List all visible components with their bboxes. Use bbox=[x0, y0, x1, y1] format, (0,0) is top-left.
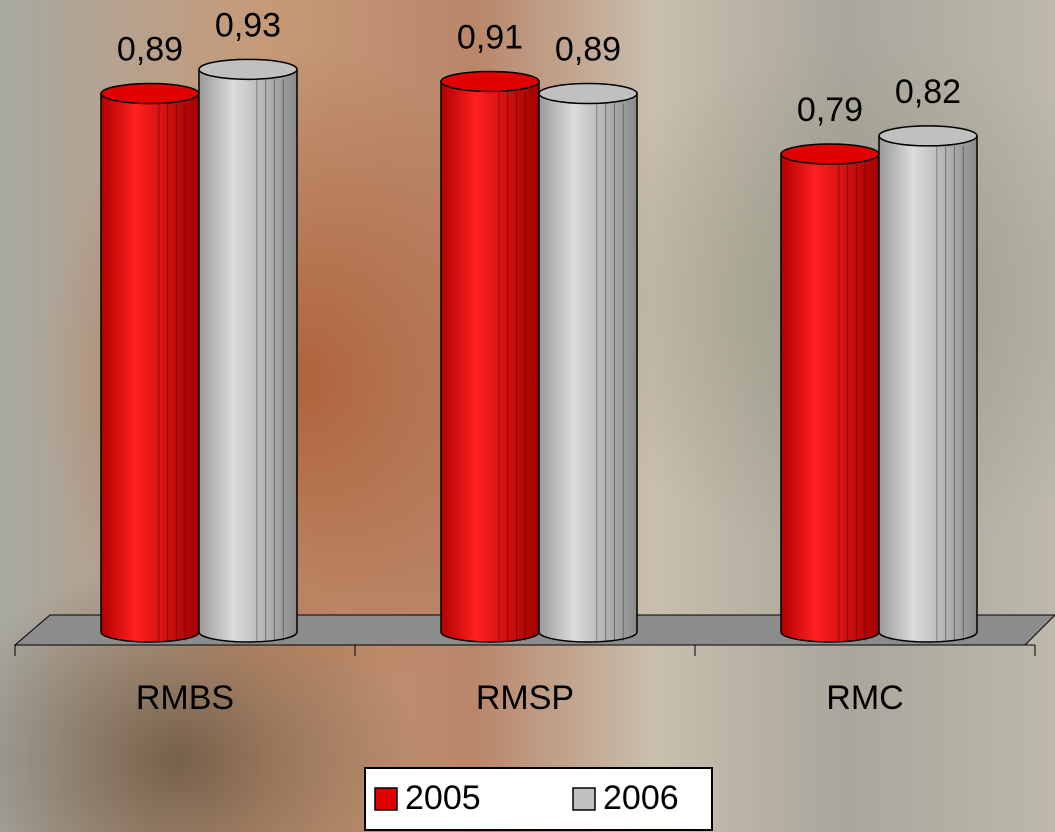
legend-label: 2005 bbox=[405, 779, 481, 817]
value-label: 0,89 bbox=[117, 31, 183, 69]
legend-label: 2006 bbox=[603, 779, 679, 817]
value-label: 0,89 bbox=[555, 31, 621, 69]
value-label: 0,82 bbox=[895, 73, 961, 111]
x-tick-label: RMC bbox=[826, 679, 903, 717]
legend-swatch bbox=[573, 788, 595, 810]
x-tick-label: RMBS bbox=[136, 679, 234, 717]
bar-body bbox=[441, 81, 539, 642]
value-label: 0,91 bbox=[457, 18, 523, 56]
bar bbox=[879, 126, 977, 642]
bar-body bbox=[199, 69, 297, 642]
legend-swatch bbox=[375, 788, 397, 810]
bar-top bbox=[441, 71, 539, 91]
value-label: 0,93 bbox=[215, 6, 281, 44]
bar-top bbox=[199, 59, 297, 79]
bar bbox=[199, 59, 297, 642]
bar bbox=[539, 84, 637, 642]
bar-top bbox=[539, 84, 637, 104]
chart: RMBS 0,89 0,93 RMSP 0,91 0,89 RMC 0,79 0,82 2005 2… bbox=[0, 0, 1055, 832]
bar-body bbox=[539, 94, 637, 642]
bar-body bbox=[781, 154, 879, 642]
bar bbox=[101, 84, 199, 642]
bar-top bbox=[101, 84, 199, 104]
bar-body bbox=[101, 94, 199, 642]
bar-top bbox=[781, 144, 879, 164]
bar-body bbox=[879, 136, 977, 642]
bar bbox=[441, 71, 539, 642]
bar bbox=[781, 144, 879, 642]
bar-top bbox=[879, 126, 977, 146]
value-label: 0,79 bbox=[797, 91, 863, 129]
x-tick-label: RMSP bbox=[476, 679, 574, 717]
